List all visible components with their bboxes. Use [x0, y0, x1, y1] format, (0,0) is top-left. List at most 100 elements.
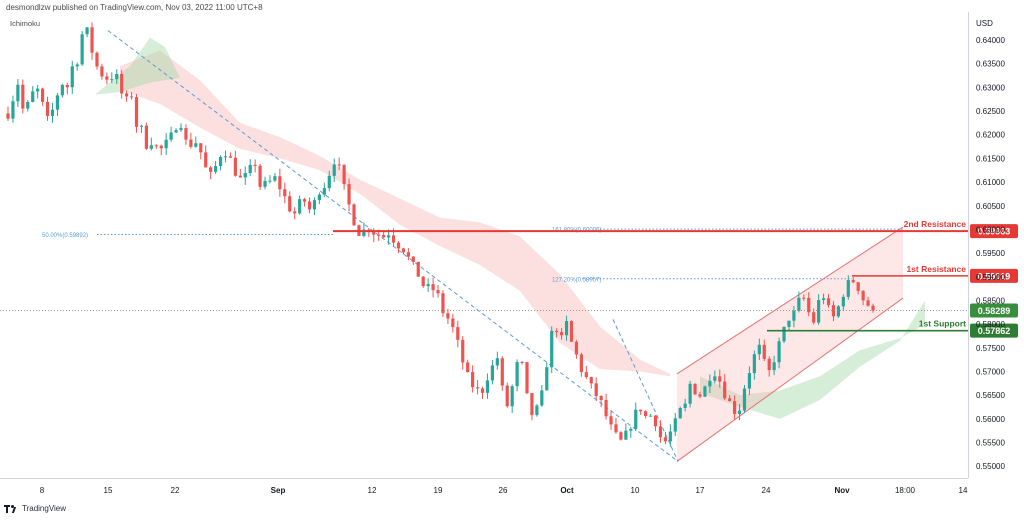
level-price-badge — [970, 224, 1018, 239]
candle-body — [129, 96, 134, 98]
candle-body — [164, 139, 168, 149]
candle-body — [184, 128, 188, 140]
candle-body — [174, 130, 178, 133]
candle-body — [624, 430, 628, 440]
cloud-bullish — [700, 300, 925, 419]
publisher-line: desmondlzw published on TradingView.com,… — [6, 3, 263, 12]
candle-body — [584, 372, 588, 378]
candle-body — [604, 400, 608, 417]
candle-body — [115, 73, 119, 80]
candle-body — [861, 290, 865, 301]
candle-body — [337, 164, 341, 166]
candle-body — [6, 113, 10, 119]
candle-body — [653, 415, 658, 427]
candle-body — [826, 298, 831, 306]
candle-body — [693, 383, 697, 395]
tradingview-logo-icon — [4, 504, 18, 513]
time-tick-label: 26 — [499, 486, 508, 495]
price-tick-label: 0.58000 — [976, 320, 1005, 329]
candle-body — [189, 139, 193, 147]
candle-body — [589, 377, 593, 384]
level-price-badge — [970, 303, 1018, 318]
time-tick-label: 22 — [171, 486, 180, 495]
level-price-label: 0.59963 — [978, 227, 1011, 237]
level-name-label: 1st Support — [919, 319, 966, 329]
candle-body — [332, 164, 336, 176]
time-tick-label: 19 — [434, 486, 443, 495]
candle-body — [253, 164, 257, 166]
candle-body — [673, 418, 677, 432]
time-tick-label: 14 — [959, 486, 968, 495]
candle-body — [293, 211, 297, 214]
candle-body — [836, 306, 840, 317]
candle-body — [154, 145, 158, 147]
candle-body — [797, 297, 801, 311]
candle-body — [327, 175, 331, 189]
level-price-label: 0.59019 — [978, 271, 1011, 281]
candle-body — [555, 330, 559, 333]
tradingview-brand: TradingView — [22, 504, 67, 513]
candle-body — [648, 415, 653, 417]
candle-body — [26, 101, 30, 109]
candle-body — [169, 132, 173, 140]
candle-body — [812, 312, 816, 323]
candle-body — [45, 101, 50, 116]
candle-body — [733, 401, 737, 415]
candle-body — [159, 145, 163, 149]
candle-body — [441, 293, 445, 314]
price-tick-label: 0.60000 — [976, 225, 1005, 234]
channel-lower-line — [676, 297, 904, 462]
candle-body — [490, 365, 494, 381]
candle-body — [525, 362, 529, 394]
candle-body — [594, 383, 598, 397]
candle-body — [569, 320, 574, 342]
candle-body — [728, 398, 732, 402]
candle-body — [233, 157, 237, 176]
candle-body — [436, 290, 440, 294]
candle-body — [307, 201, 312, 210]
candle-body — [362, 229, 366, 236]
candle-body — [243, 173, 247, 178]
candle-body — [372, 231, 376, 235]
candle-body — [550, 330, 554, 368]
candle-body — [278, 176, 282, 190]
indicator-label[interactable]: Ichimoku — [10, 19, 41, 28]
footer[interactable]: TradingView — [4, 504, 66, 513]
candle-body — [456, 327, 460, 340]
candle-body — [480, 388, 485, 393]
level-price-label: 0.58289 — [978, 306, 1011, 316]
candle-body — [639, 409, 643, 412]
candle-body — [817, 300, 821, 323]
candle-body — [831, 305, 836, 317]
candle-body — [520, 361, 524, 363]
price-tick-label: 0.64000 — [976, 36, 1005, 45]
candle-body — [737, 410, 742, 415]
level-name-label: 2nd Resistance — [904, 219, 967, 229]
candle-body — [352, 204, 356, 226]
fib-trend-line — [107, 30, 679, 462]
candle-body — [451, 318, 455, 328]
price-tick-label: 0.55000 — [976, 462, 1005, 471]
candle-body — [194, 143, 198, 147]
candle-body — [466, 362, 470, 373]
candle-body — [846, 280, 850, 297]
candle-body — [312, 200, 317, 210]
candle-body — [767, 358, 771, 371]
trend-lines — [107, 30, 679, 462]
candle-body — [85, 27, 89, 35]
candle-body — [125, 93, 129, 97]
candle-body — [110, 79, 114, 81]
candle-body — [248, 164, 252, 174]
candles — [6, 22, 875, 448]
candle-body — [80, 34, 84, 65]
candle-body — [421, 276, 425, 287]
candle-body — [505, 385, 509, 407]
candle-body — [747, 373, 752, 389]
price-tick-label: 0.60500 — [976, 202, 1005, 211]
level-price-badge — [970, 323, 1018, 338]
time-tick-label: Oct — [560, 486, 574, 495]
candle-body — [718, 376, 722, 382]
candle-body — [782, 326, 786, 342]
candle-body — [619, 432, 623, 440]
